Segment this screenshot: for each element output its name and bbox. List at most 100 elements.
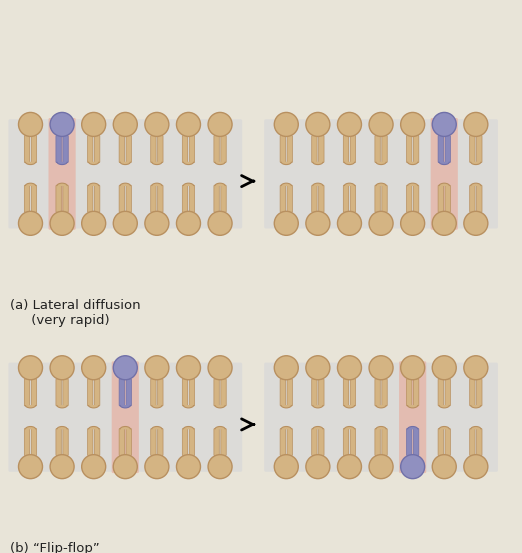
Circle shape bbox=[337, 356, 361, 380]
Circle shape bbox=[306, 356, 330, 380]
Circle shape bbox=[145, 211, 169, 236]
FancyBboxPatch shape bbox=[264, 119, 498, 228]
Polygon shape bbox=[183, 405, 194, 408]
FancyBboxPatch shape bbox=[438, 185, 444, 212]
FancyBboxPatch shape bbox=[119, 429, 124, 456]
Polygon shape bbox=[57, 405, 67, 408]
Circle shape bbox=[337, 455, 361, 479]
FancyBboxPatch shape bbox=[375, 135, 380, 163]
Polygon shape bbox=[57, 183, 67, 186]
FancyBboxPatch shape bbox=[25, 429, 30, 456]
Circle shape bbox=[274, 112, 298, 137]
FancyBboxPatch shape bbox=[63, 135, 68, 163]
Polygon shape bbox=[439, 183, 449, 186]
FancyBboxPatch shape bbox=[280, 135, 286, 163]
Circle shape bbox=[432, 211, 456, 236]
FancyBboxPatch shape bbox=[413, 135, 419, 163]
Polygon shape bbox=[408, 161, 418, 165]
FancyBboxPatch shape bbox=[31, 379, 37, 406]
FancyBboxPatch shape bbox=[382, 379, 387, 406]
FancyBboxPatch shape bbox=[477, 429, 482, 456]
Circle shape bbox=[208, 211, 232, 236]
Polygon shape bbox=[25, 161, 35, 165]
FancyBboxPatch shape bbox=[119, 135, 124, 163]
FancyBboxPatch shape bbox=[407, 379, 412, 406]
FancyBboxPatch shape bbox=[382, 135, 387, 163]
Circle shape bbox=[176, 356, 200, 380]
FancyBboxPatch shape bbox=[94, 135, 100, 163]
FancyBboxPatch shape bbox=[399, 361, 426, 473]
FancyBboxPatch shape bbox=[477, 185, 482, 212]
FancyBboxPatch shape bbox=[445, 429, 450, 456]
Polygon shape bbox=[215, 405, 226, 408]
FancyBboxPatch shape bbox=[112, 361, 139, 473]
Polygon shape bbox=[281, 426, 291, 429]
FancyBboxPatch shape bbox=[63, 185, 68, 212]
FancyBboxPatch shape bbox=[280, 185, 286, 212]
FancyBboxPatch shape bbox=[287, 135, 292, 163]
FancyBboxPatch shape bbox=[94, 429, 100, 456]
FancyBboxPatch shape bbox=[189, 185, 195, 212]
FancyBboxPatch shape bbox=[126, 135, 132, 163]
Circle shape bbox=[18, 455, 42, 479]
FancyBboxPatch shape bbox=[221, 185, 226, 212]
FancyBboxPatch shape bbox=[350, 429, 355, 456]
Polygon shape bbox=[376, 183, 386, 186]
Circle shape bbox=[401, 356, 425, 380]
FancyBboxPatch shape bbox=[445, 379, 450, 406]
Polygon shape bbox=[88, 161, 99, 165]
Circle shape bbox=[306, 112, 330, 137]
FancyBboxPatch shape bbox=[126, 429, 132, 456]
Circle shape bbox=[176, 112, 200, 137]
Circle shape bbox=[369, 211, 393, 236]
Circle shape bbox=[208, 356, 232, 380]
FancyBboxPatch shape bbox=[470, 429, 475, 456]
FancyBboxPatch shape bbox=[56, 379, 61, 406]
FancyBboxPatch shape bbox=[88, 379, 93, 406]
Circle shape bbox=[81, 356, 105, 380]
Circle shape bbox=[50, 455, 74, 479]
FancyBboxPatch shape bbox=[350, 185, 355, 212]
FancyBboxPatch shape bbox=[56, 185, 61, 212]
Polygon shape bbox=[88, 426, 99, 429]
Polygon shape bbox=[471, 183, 481, 186]
Polygon shape bbox=[408, 405, 418, 408]
Circle shape bbox=[401, 211, 425, 236]
FancyBboxPatch shape bbox=[407, 185, 412, 212]
Circle shape bbox=[208, 455, 232, 479]
FancyBboxPatch shape bbox=[280, 429, 286, 456]
FancyBboxPatch shape bbox=[151, 185, 156, 212]
FancyBboxPatch shape bbox=[151, 429, 156, 456]
FancyBboxPatch shape bbox=[221, 429, 226, 456]
Circle shape bbox=[464, 211, 488, 236]
FancyBboxPatch shape bbox=[56, 135, 61, 163]
FancyBboxPatch shape bbox=[470, 379, 475, 406]
Circle shape bbox=[176, 211, 200, 236]
Circle shape bbox=[432, 455, 456, 479]
FancyBboxPatch shape bbox=[318, 185, 324, 212]
FancyBboxPatch shape bbox=[318, 429, 324, 456]
FancyBboxPatch shape bbox=[343, 185, 349, 212]
FancyBboxPatch shape bbox=[126, 379, 132, 406]
Polygon shape bbox=[439, 405, 449, 408]
FancyBboxPatch shape bbox=[8, 119, 242, 228]
Polygon shape bbox=[25, 426, 35, 429]
Polygon shape bbox=[313, 405, 323, 408]
FancyBboxPatch shape bbox=[221, 379, 226, 406]
Polygon shape bbox=[344, 183, 354, 186]
FancyBboxPatch shape bbox=[477, 135, 482, 163]
Polygon shape bbox=[313, 161, 323, 165]
Circle shape bbox=[18, 211, 42, 236]
Circle shape bbox=[274, 455, 298, 479]
FancyBboxPatch shape bbox=[438, 429, 444, 456]
FancyBboxPatch shape bbox=[375, 379, 380, 406]
Polygon shape bbox=[120, 183, 130, 186]
FancyBboxPatch shape bbox=[413, 185, 419, 212]
Circle shape bbox=[432, 112, 456, 137]
Polygon shape bbox=[281, 161, 291, 165]
Circle shape bbox=[274, 356, 298, 380]
Circle shape bbox=[145, 455, 169, 479]
Circle shape bbox=[369, 455, 393, 479]
Polygon shape bbox=[376, 161, 386, 165]
Polygon shape bbox=[152, 161, 162, 165]
